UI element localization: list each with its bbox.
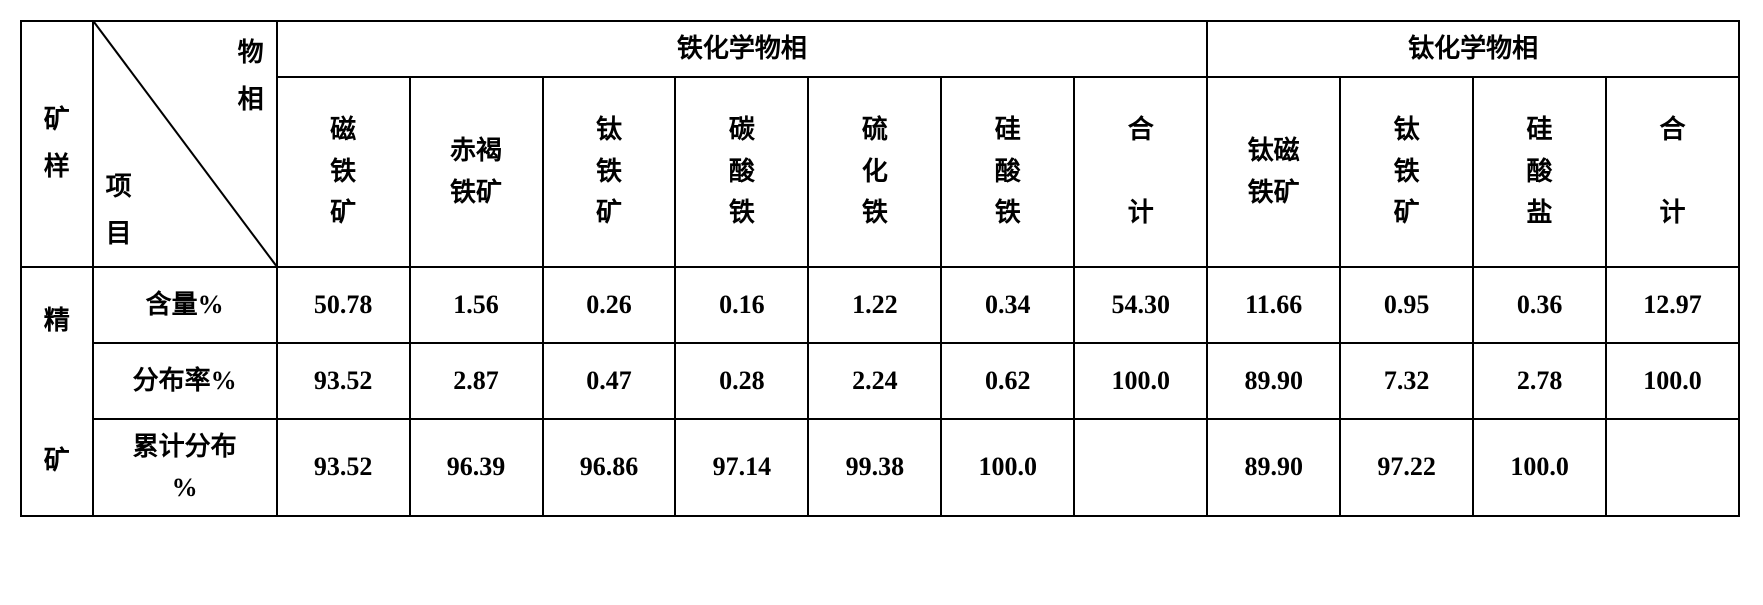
col-iron-4: 硫化铁 bbox=[808, 77, 941, 267]
cell: 96.86 bbox=[543, 419, 676, 516]
cell: 2.78 bbox=[1473, 343, 1606, 419]
col-ti-3: 合计 bbox=[1606, 77, 1739, 267]
phase-table: 矿样 物相 项目 铁化学物相 钛化学物相 磁铁矿 赤褐铁矿 钛铁矿 碳酸铁 硫化… bbox=[20, 20, 1740, 517]
cell: 12.97 bbox=[1606, 267, 1739, 343]
row-label-2: 累计分布% bbox=[93, 419, 277, 516]
cell: 0.47 bbox=[543, 343, 676, 419]
col-ti-1: 钛铁矿 bbox=[1340, 77, 1473, 267]
cell: 2.87 bbox=[410, 343, 543, 419]
sample-label: 矿样 bbox=[44, 97, 70, 191]
cell: 100.0 bbox=[1074, 343, 1207, 419]
titanium-group-header: 钛化学物相 bbox=[1207, 21, 1739, 77]
cell: 0.62 bbox=[941, 343, 1074, 419]
cell: 50.78 bbox=[277, 267, 410, 343]
cell: 100.0 bbox=[1606, 343, 1739, 419]
cell: 100.0 bbox=[1473, 419, 1606, 516]
cell bbox=[1606, 419, 1739, 516]
cell: 89.90 bbox=[1207, 343, 1340, 419]
cell bbox=[1074, 419, 1207, 516]
cell: 0.95 bbox=[1340, 267, 1473, 343]
col-ti-0: 钛磁铁矿 bbox=[1207, 77, 1340, 267]
row-group-label: 精矿 bbox=[21, 267, 93, 516]
cell: 100.0 bbox=[941, 419, 1074, 516]
col-iron-0: 磁铁矿 bbox=[277, 77, 410, 267]
cell: 93.52 bbox=[277, 419, 410, 516]
cell: 2.24 bbox=[808, 343, 941, 419]
iron-group-header: 铁化学物相 bbox=[277, 21, 1208, 77]
cell: 97.14 bbox=[675, 419, 808, 516]
col-iron-3: 碳酸铁 bbox=[675, 77, 808, 267]
cell: 96.39 bbox=[410, 419, 543, 516]
row-label-1: 分布率% bbox=[93, 343, 277, 419]
cell: 1.22 bbox=[808, 267, 941, 343]
col-iron-2: 钛铁矿 bbox=[543, 77, 676, 267]
sample-label-cell: 矿样 bbox=[21, 21, 93, 267]
cell: 11.66 bbox=[1207, 267, 1340, 343]
cell: 7.32 bbox=[1340, 343, 1473, 419]
cell: 97.22 bbox=[1340, 419, 1473, 516]
cell: 0.26 bbox=[543, 267, 676, 343]
col-iron-1: 赤褐铁矿 bbox=[410, 77, 543, 267]
cell: 0.28 bbox=[675, 343, 808, 419]
cell: 99.38 bbox=[808, 419, 941, 516]
row-label-0: 含量% bbox=[93, 267, 277, 343]
cell: 54.30 bbox=[1074, 267, 1207, 343]
diag-top-label: 物相 bbox=[238, 30, 264, 124]
cell: 89.90 bbox=[1207, 419, 1340, 516]
cell: 1.56 bbox=[410, 267, 543, 343]
diagonal-header-cell: 物相 项目 bbox=[93, 21, 277, 267]
col-ti-2: 硅酸盐 bbox=[1473, 77, 1606, 267]
diag-bottom-label: 项目 bbox=[106, 164, 132, 258]
col-iron-6: 合计 bbox=[1074, 77, 1207, 267]
cell: 93.52 bbox=[277, 343, 410, 419]
cell: 0.16 bbox=[675, 267, 808, 343]
cell: 0.36 bbox=[1473, 267, 1606, 343]
col-iron-5: 硅酸铁 bbox=[941, 77, 1074, 267]
cell: 0.34 bbox=[941, 267, 1074, 343]
